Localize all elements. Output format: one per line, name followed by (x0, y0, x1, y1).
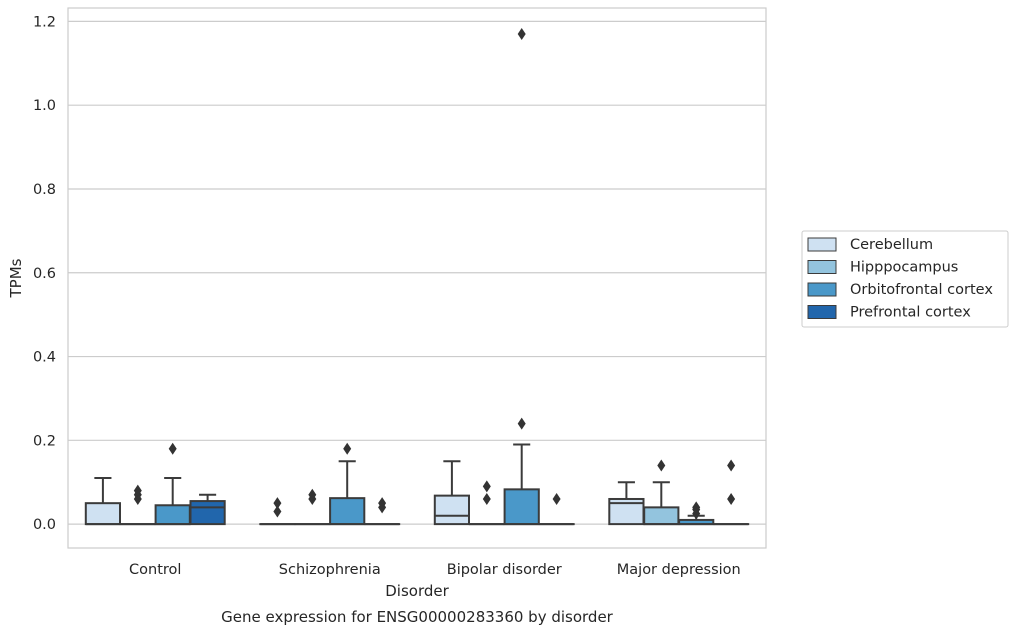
outlier-point (273, 505, 282, 518)
outlier-point (517, 27, 526, 40)
outlier-point (692, 501, 701, 514)
x-tick-label: Schizophrenia (279, 562, 381, 578)
plot-area-frame (67, 7, 767, 549)
box-hipppocampus (468, 480, 505, 526)
outlier-point (552, 492, 561, 505)
grid-lines (68, 20, 766, 525)
legend-swatch (807, 260, 837, 274)
outlier-point (308, 488, 317, 501)
legend-label: Orbitofrontal cortex (850, 282, 993, 298)
box-body (84, 502, 122, 526)
chart-title: Gene expression for ENSG00000283360 by d… (221, 608, 614, 626)
y-axis-ticks: 0.0 0.2 0.4 0.6 0.8 1.0 1.2 (33, 14, 56, 533)
box-prefrontal-cortex (363, 497, 401, 526)
legend-frame (801, 230, 1009, 328)
box-hipppocampus (643, 459, 680, 526)
box-orbitofrontal-cortex (154, 442, 191, 526)
outlier-point (727, 459, 736, 472)
box-prefrontal-cortex (189, 493, 226, 526)
x-tick-label: Control (129, 562, 181, 578)
legend-label: Cerebellum (850, 237, 933, 253)
box-body (329, 497, 366, 526)
outlier-point (168, 442, 177, 455)
box-hipppocampus (119, 484, 156, 526)
y-tick-label: 0.0 (33, 517, 56, 533)
y-tick-label: 0.6 (33, 266, 56, 282)
outlier-point (657, 459, 666, 472)
box-cerebellum (433, 460, 471, 526)
box-body (643, 506, 680, 526)
outlier-point (378, 497, 387, 510)
box-body (433, 494, 471, 526)
box-prefrontal-cortex (538, 492, 575, 526)
box-cerebellum (84, 477, 122, 526)
box-prefrontal-cortex (712, 459, 750, 526)
y-tick-label: 0.8 (33, 182, 56, 198)
box-cerebellum (608, 481, 645, 526)
legend-swatch (807, 282, 837, 297)
x-axis-label: Disorder (385, 582, 449, 600)
box-cerebellum (259, 497, 296, 526)
outlier-point (482, 480, 491, 493)
legend-swatch (807, 305, 837, 319)
outlier-point (727, 492, 736, 505)
y-axis-label: TPMs (7, 258, 25, 298)
box-body (189, 500, 226, 526)
outlier-point (273, 497, 282, 510)
y-tick-label: 1.2 (33, 14, 56, 30)
legend-swatch (807, 237, 837, 252)
outlier-point (517, 417, 526, 430)
legend-label: Prefrontal cortex (850, 305, 971, 321)
box-orbitofrontal-cortex (678, 501, 715, 526)
y-tick-label: 1.0 (33, 98, 56, 114)
box-orbitofrontal-cortex (503, 27, 540, 526)
outlier-point (343, 442, 352, 455)
y-tick-label: 0.4 (33, 350, 56, 366)
x-tick-label: Major depression (617, 562, 741, 578)
y-tick-label: 0.2 (33, 433, 56, 449)
x-tick-label: Bipolar disorder (447, 562, 562, 578)
box-orbitofrontal-cortex (329, 442, 366, 526)
x-axis-ticks: Control Schizophrenia Bipolar disorder Majo… (129, 562, 741, 578)
box-body (503, 488, 540, 526)
box-hipppocampus (294, 488, 331, 526)
box-body (154, 504, 191, 526)
legend-label: Hipppocampus (850, 260, 958, 276)
legend: Cerebellum Hipppocampus Orbitofrontal cort… (801, 230, 1009, 328)
outlier-point (133, 484, 142, 497)
box-plots (84, 27, 750, 526)
outlier-point (482, 492, 491, 505)
